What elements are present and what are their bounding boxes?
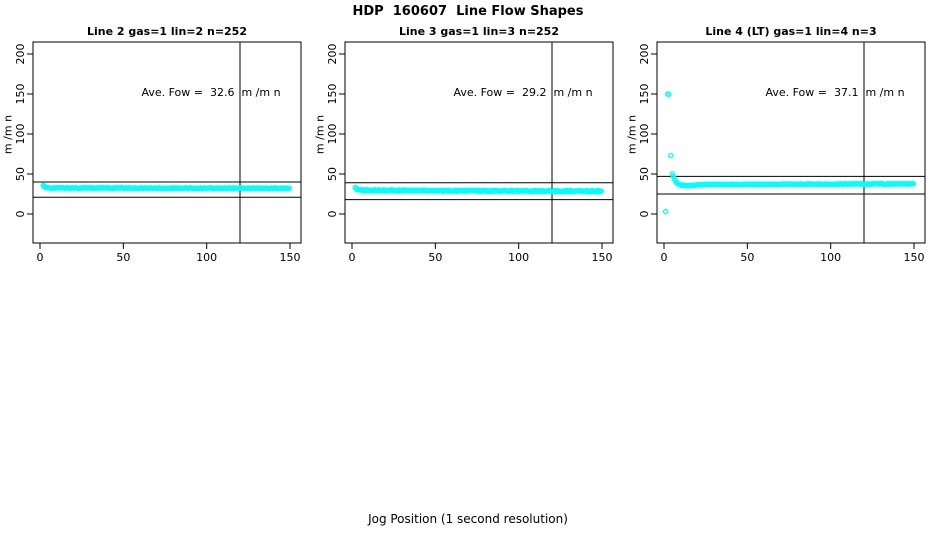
y-axis-label: m /m n	[313, 114, 327, 155]
panel-svg-1: 0 50 100 150 0 50 100 150 200	[326, 41, 614, 264]
y-tick-label: 200	[638, 44, 651, 65]
plot-box	[656, 41, 926, 244]
data-point	[662, 208, 669, 215]
ave-flow-annotation: Ave. Fow = 29.2 m /m n	[453, 86, 593, 99]
panel-svg-2: 0 50 100 150 0 50 100 150 200	[638, 41, 926, 264]
x-axis-label: Jog Position (1 second resolution)	[368, 512, 568, 526]
y-tick-label: 0	[638, 211, 651, 218]
plot-box	[32, 41, 302, 244]
x-tick-label: 0	[349, 251, 356, 264]
y-tick-label: 100	[14, 124, 27, 145]
panel-title: Line 4 (LT) gas=1 lin=4 n=3	[705, 25, 877, 38]
ave-flow-annotation: Ave. Fow = 32.6 m /m n	[141, 86, 281, 99]
panel-line3: 0 50 100 150 0 50 100 150 200 Line 3 gas=1 lin=3…	[312, 0, 624, 280]
x-tick-label: 50	[116, 251, 130, 264]
x-tick-label: 50	[740, 251, 754, 264]
data-point	[286, 185, 292, 192]
y-tick-label: 200	[326, 44, 339, 65]
x-tick-label: 50	[428, 251, 442, 264]
data-point	[910, 180, 917, 187]
y-tick-label: 200	[14, 44, 27, 65]
x-tick-label: 150	[592, 251, 613, 264]
y-tick-label: 150	[638, 84, 651, 105]
ave-flow-annotation: Ave. Fow = 37.1 m /m n	[765, 86, 905, 99]
x-tick-label: 100	[508, 251, 529, 264]
y-tick-label: 50	[638, 167, 651, 181]
x-tick-label: 150	[280, 251, 301, 264]
data-point	[666, 91, 672, 98]
panel-svg-0: 0 50 100 150 0 50 100 150 200	[14, 41, 302, 264]
y-tick-label: 50	[14, 167, 27, 181]
panel-line4: 0 50 100 150 0 50 100 150 200 Line 4 (LT) gas=1 …	[624, 0, 936, 280]
figure-title: HDP 160607 Line Flow Shapes	[352, 4, 584, 19]
y-tick-label: 0	[14, 211, 27, 218]
plot-box	[344, 41, 614, 244]
y-tick-label: 0	[326, 211, 339, 218]
panel-title: Line 3 gas=1 lin=3 n=252	[398, 25, 559, 38]
x-tick-label: 0	[661, 251, 668, 264]
x-tick-label: 0	[37, 251, 44, 264]
y-tick-label: 150	[326, 84, 339, 105]
x-tick-label: 100	[196, 251, 217, 264]
y-tick-label: 100	[638, 124, 651, 145]
panel-line2: 0 50 100 150 0 50 100 150 200 Line 2 gas=1 lin=2…	[0, 0, 312, 280]
y-tick-label: 50	[326, 167, 339, 181]
panel-title: Line 2 gas=1 lin=2 n=252	[86, 25, 247, 38]
y-axis-label: m /m n	[1, 114, 15, 155]
data-point	[667, 152, 674, 159]
y-tick-label: 150	[14, 84, 27, 105]
y-axis-label: m /m n	[625, 114, 639, 155]
x-tick-label: 100	[820, 251, 841, 264]
x-tick-label: 150	[904, 251, 925, 264]
y-tick-label: 100	[326, 124, 339, 145]
data-point	[598, 188, 604, 195]
